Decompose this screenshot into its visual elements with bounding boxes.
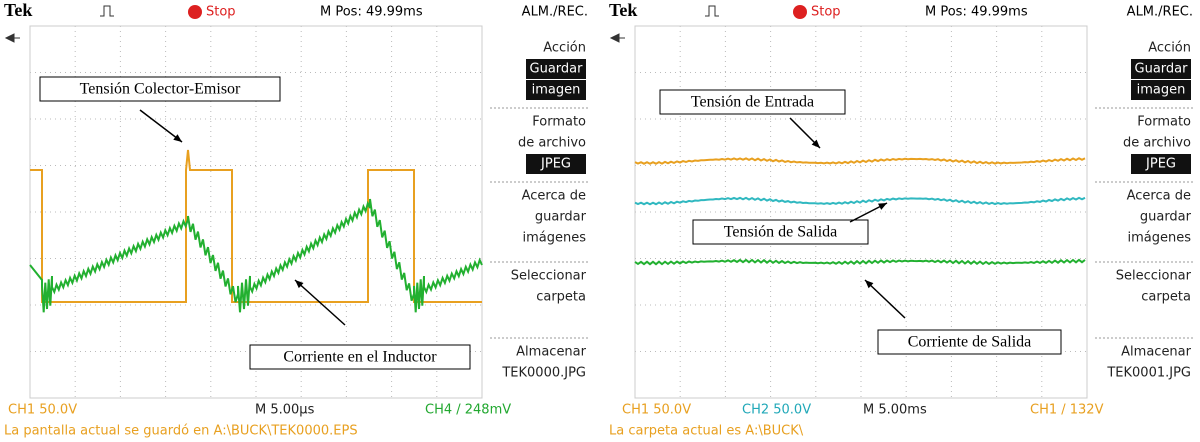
menu-item: Seleccionar [1116,269,1192,284]
menu-item: imágenes [1127,231,1191,246]
menu-item: Guardar [1135,62,1189,77]
status-text: M 5.00ms [863,403,927,418]
menu-item: imágenes [522,231,586,246]
run-status: Stop [811,5,841,20]
stop-dot [793,5,807,19]
position: M Pos: 49.99ms [925,5,1028,20]
status-text: CH1 50.0V [622,403,691,418]
annotation: Corriente en el Inductor [283,349,437,366]
run-status: Stop [206,5,236,20]
ground-arrow [6,34,20,42]
annotation: Tensión de Salida [724,224,838,241]
status-text: CH1 / 132V [1030,403,1104,418]
menu-item: imagen [532,83,581,98]
page: Tek Stop M Pos: 49.99ms ALM./REC. Acción Guar… [0,0,1200,442]
menu-title: ALM./REC. [522,5,588,20]
status-text: CH2 50.0V [742,403,811,418]
menu-item: imagen [1137,83,1186,98]
menu-item: JPEG [1145,157,1176,172]
menu-item: Seleccionar [511,269,587,284]
annotation: Tensión de Entrada [691,94,814,111]
brand: Tek [4,0,32,20]
menu-item: TEK0001.JPG [1106,366,1191,381]
menu-item: guardar [1140,210,1192,225]
menu-item: guardar [535,210,587,225]
brand: Tek [609,0,637,20]
stop-dot [188,5,202,19]
menu-item: carpeta [1141,290,1191,305]
menu-item: Acción [543,41,586,56]
status-text: M 5.00µs [255,403,315,418]
menu-item: Guardar [530,62,584,77]
menu-item: Acerca de [522,189,586,204]
waveform-ch1 [635,158,1085,164]
message: La carpeta actual es A:\BUCK\ [609,424,804,439]
position: M Pos: 49.99ms [320,5,423,20]
menu-item: TEK0000.JPG [501,366,586,381]
arrow-head [173,134,182,142]
menu-item: de archivo [1123,136,1191,151]
status-text: CH4 / 248mV [425,403,511,418]
menu-item: Almacenar [516,345,586,360]
annotation: Tensión Colector-Emisor [80,81,241,98]
menu-item: Formato [1137,115,1191,130]
trigger-icon [100,6,114,16]
annotation: Corriente de Salida [908,334,1032,351]
menu-item: Formato [532,115,586,130]
menu-item: de archivo [518,136,586,151]
waveform-ch2 [635,198,1085,205]
menu-item: Acerca de [1127,189,1191,204]
menu-item: carpeta [536,290,586,305]
waveform-ch3 [635,260,1085,264]
menu-title: ALM./REC. [1127,5,1193,20]
status-text: CH1 50.0V [8,403,77,418]
trigger-icon [705,6,719,16]
scope-screen: Tek Stop M Pos: 49.99ms ALM./REC. Acción Guar… [4,0,588,438]
scope-screen: Tek Stop M Pos: 49.99ms ALM./REC. Acción Guar… [609,0,1193,438]
ground-arrow [611,34,625,42]
message: La pantalla actual se guardó en A:\BUCK\… [4,424,358,439]
menu-item: Almacenar [1121,345,1191,360]
screenshots: Tek Stop M Pos: 49.99ms ALM./REC. Acción Guar… [0,0,1200,442]
menu-item: Acción [1148,41,1191,56]
menu-item: JPEG [540,157,571,172]
